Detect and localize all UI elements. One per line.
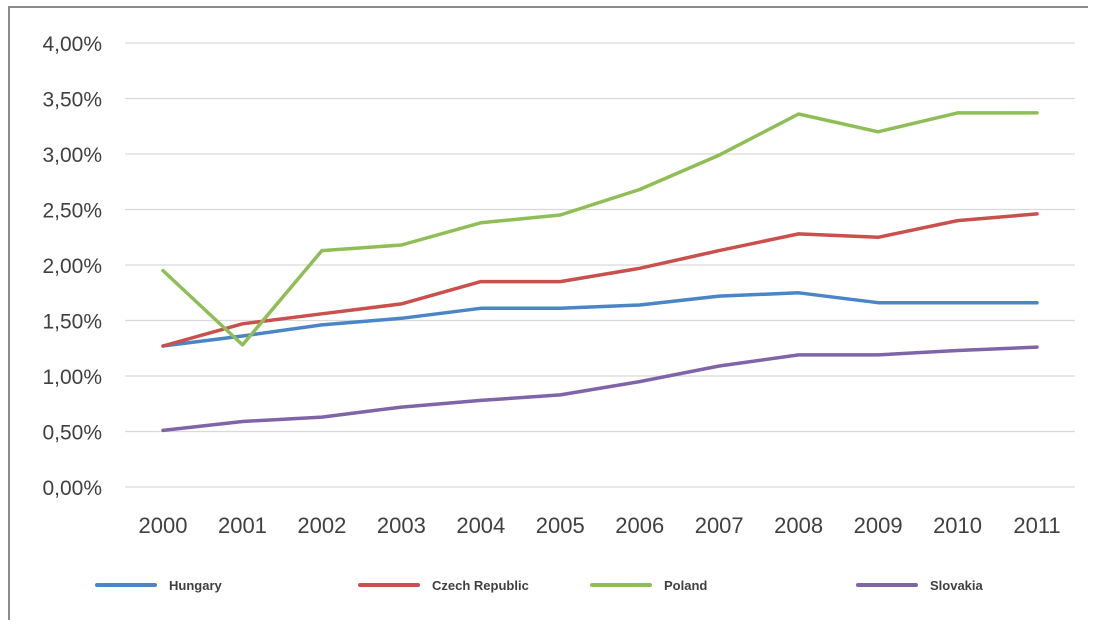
legend-label-hungary: Hungary [169,578,223,593]
legend: Hungary Czech Republic Poland Slovakia [95,578,984,593]
x-tick-label: 2009 [854,513,903,538]
y-tick-label: 0,50% [42,422,102,445]
x-axis-ticks: 2000 2001 2002 2003 2004 2005 2006 2007 2008 2009… [139,513,1061,538]
x-tick-label: 2004 [456,513,505,538]
y-tick-label: 3,50% [42,89,102,112]
gridlines [125,42,1075,488]
x-tick-label: 2000 [139,513,188,538]
y-tick-label: 3,00% [42,144,102,167]
y-tick-label: 0,00% [42,477,102,500]
x-tick-label: 2007 [695,513,744,538]
series-line-poland [161,111,1039,347]
legend-label-poland: Poland [664,578,707,593]
x-tick-label: 2011 [1013,513,1060,538]
legend-label-czech-republic: Czech Republic [432,578,529,593]
x-tick-label: 2001 [218,513,267,538]
x-tick-label: 2006 [615,513,664,538]
x-tick-label: 2010 [933,513,982,538]
y-tick-label: 2,00% [42,255,102,278]
y-tick-label: 2,50% [42,200,102,223]
x-tick-label: 2003 [377,513,426,538]
series-line-slovakia [161,345,1039,433]
y-tick-label: 4,00% [42,33,102,56]
y-tick-label: 1,50% [42,311,102,334]
x-tick-label: 2002 [297,513,346,538]
x-tick-label: 2008 [774,513,823,538]
series-line-czech-republic [161,212,1039,348]
x-tick-label: 2005 [536,513,585,538]
series-lines [161,111,1039,433]
y-tick-label: 1,00% [42,366,102,389]
series-line-hungary [161,291,1039,348]
chart-frame [8,6,1088,620]
legend-label-slovakia: Slovakia [930,578,984,593]
y-axis-ticks: 0,00% 0,50% 1,00% 1,50% 2,00% 2,50% 3,00% 3,50%… [42,33,102,500]
